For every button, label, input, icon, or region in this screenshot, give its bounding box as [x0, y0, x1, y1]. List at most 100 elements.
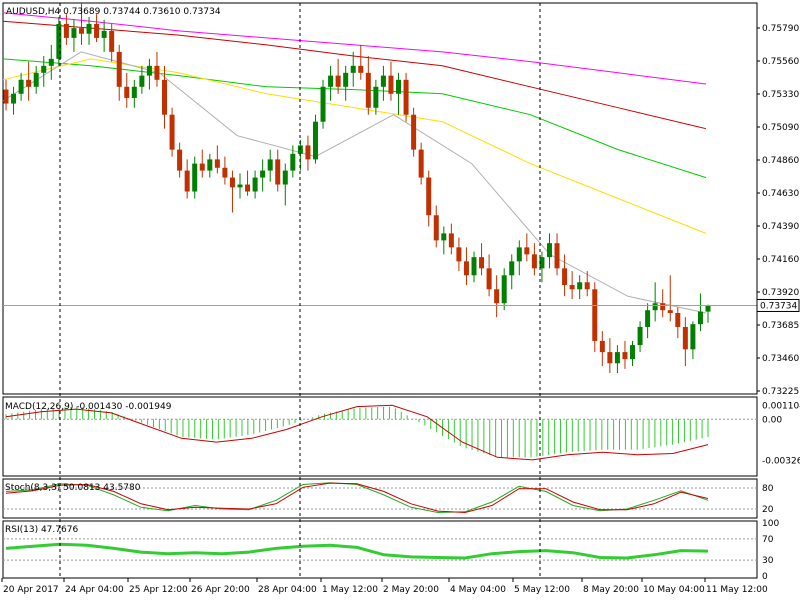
candle — [607, 338, 613, 374]
candle-body — [207, 159, 213, 171]
candle — [411, 107, 417, 157]
candle — [448, 223, 454, 255]
candle — [245, 170, 251, 196]
y-tick-label: 0.74160 — [762, 255, 799, 265]
candle — [463, 247, 469, 286]
moving-average-line — [2, 51, 707, 314]
y-tick-label: 0.73225 — [762, 387, 799, 397]
candle-body — [705, 306, 711, 312]
candle — [63, 14, 69, 45]
candle-body — [252, 177, 258, 192]
candle-body — [305, 145, 311, 160]
candle-body — [3, 89, 9, 104]
candle-body — [630, 345, 636, 360]
candle — [214, 145, 220, 174]
candle-body — [463, 261, 469, 276]
stochastic-panel: 80 20 — [2, 478, 774, 519]
y-tick-label: 0.75330 — [762, 90, 799, 100]
rsi-tick-label: 30 — [762, 556, 774, 566]
candle — [275, 149, 281, 192]
candle-body — [667, 310, 673, 314]
candle — [562, 254, 568, 297]
macd-panel: 0.001104 0.00 -0.003267 — [2, 396, 800, 477]
candle — [388, 61, 394, 101]
candle-body — [116, 51, 122, 87]
candle-body — [645, 310, 651, 327]
candle — [312, 114, 318, 164]
candle-body — [660, 303, 666, 311]
stoch-k-line — [5, 482, 709, 514]
current-price-tag — [756, 298, 800, 312]
candle-body — [154, 65, 160, 80]
candle — [365, 56, 371, 115]
candle-body — [86, 23, 92, 34]
candle — [328, 65, 334, 101]
x-tick-label: 26 Apr 20:00 — [191, 585, 250, 595]
candle-body — [71, 28, 77, 38]
candle — [146, 58, 152, 90]
x-tick-label: 11 May 12:00 — [706, 585, 768, 595]
candle — [358, 44, 364, 80]
candle-body — [599, 340, 605, 353]
candle — [426, 170, 432, 227]
candle-body — [426, 177, 432, 216]
macd-label: MACD(12,26,9) -0.001430 -0.001949 — [5, 402, 172, 412]
candle-body — [26, 79, 32, 87]
candle — [282, 163, 288, 206]
x-tick-label: 2 May 20:00 — [383, 585, 439, 595]
candle-body — [433, 215, 439, 241]
macd-tick-label: 0.001104 — [762, 401, 800, 411]
candle — [380, 65, 386, 101]
candle — [531, 243, 537, 276]
candle — [335, 58, 341, 94]
candle-body — [418, 149, 424, 178]
candle — [373, 79, 379, 115]
candle — [645, 303, 651, 339]
candle — [622, 340, 628, 369]
candle-body — [562, 268, 568, 286]
x-tick-label: 1 May 12:00 — [322, 585, 378, 595]
candle-body — [237, 184, 243, 188]
rsi-label: RSI(13) 47.7676 — [5, 525, 78, 535]
y-tick-label: 0.74390 — [762, 222, 799, 232]
candle — [305, 135, 311, 171]
candle — [577, 275, 583, 300]
candle-body — [486, 268, 492, 290]
candle — [252, 170, 258, 199]
candle — [124, 72, 130, 108]
candle-body — [184, 170, 190, 192]
candle-body — [275, 159, 281, 185]
candle — [11, 86, 17, 115]
candle-body — [539, 257, 545, 269]
x-tick-label: 5 May 12:00 — [514, 585, 570, 595]
stoch-tick-label: 20 — [762, 505, 774, 515]
candle — [343, 65, 349, 101]
candle — [396, 72, 402, 115]
stoch-panel-frame — [2, 478, 758, 519]
candle — [320, 79, 326, 129]
candle-body — [222, 167, 228, 178]
candle-body — [569, 285, 575, 290]
x-tick-label: 8 May 20:00 — [583, 585, 639, 595]
macd-signal-line — [5, 404, 709, 461]
y-tick-label: 0.74860 — [762, 156, 799, 166]
candle-body — [448, 233, 454, 248]
candle-body — [365, 72, 371, 108]
candle — [471, 251, 477, 283]
candle — [169, 107, 175, 157]
candle-body — [328, 75, 334, 87]
candle — [116, 44, 122, 101]
candle — [162, 65, 168, 129]
candle-body — [358, 65, 364, 73]
candle-body — [501, 275, 507, 304]
main-panel-frame — [2, 2, 758, 395]
main-price-panel: 0.75790 0.75560 0.75330 0.75090 0.74860 0.746… — [2, 2, 800, 397]
candle — [690, 321, 696, 360]
candle — [199, 149, 205, 178]
x-tick-label: 20 Apr 2017 — [3, 585, 59, 595]
candle-body — [245, 184, 251, 192]
x-tick-label: 10 May 04:00 — [643, 585, 705, 595]
candle-body — [18, 79, 24, 94]
candle — [56, 16, 62, 66]
y-tick-label: 0.73685 — [762, 321, 799, 331]
